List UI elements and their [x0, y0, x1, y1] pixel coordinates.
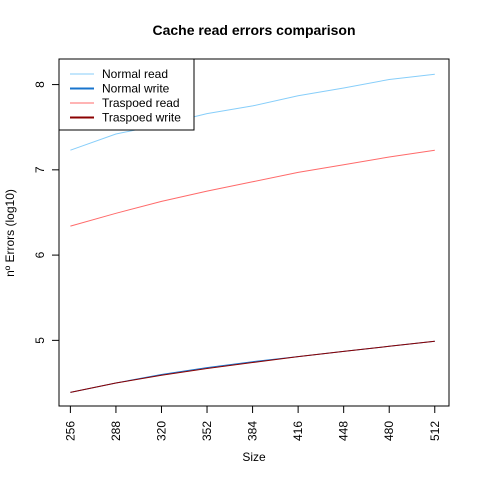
x-tick-label: 512 — [428, 421, 442, 441]
series-line-2 — [70, 149, 435, 227]
x-tick-label: 416 — [291, 421, 305, 441]
y-axis: 5 6 7 8 — [33, 81, 60, 344]
y-axis-label: nº Errors (log10) — [3, 189, 17, 277]
x-tick-label: 384 — [246, 421, 260, 441]
x-axis-label: Size — [242, 450, 266, 464]
x-tick-label: 320 — [154, 421, 168, 441]
y-tick-label: 8 — [33, 81, 47, 88]
x-tick-label: 352 — [200, 421, 214, 441]
series-line-1 — [70, 340, 435, 393]
y-tick-label: 5 — [33, 337, 47, 344]
x-tick-label: 480 — [382, 421, 396, 441]
legend-label: Traspoed write — [102, 111, 181, 125]
series-layer — [70, 73, 435, 393]
x-tick-label: 288 — [109, 421, 123, 441]
legend-label: Normal write — [102, 82, 170, 96]
x-axis: 256 288 320 352 384 416 448 480 512 — [63, 405, 442, 441]
x-tick-label: 256 — [63, 421, 77, 441]
x-tick-label: 448 — [337, 421, 351, 441]
series-line-3 — [70, 340, 435, 393]
legend-label: Normal read — [102, 67, 168, 81]
y-tick-label: 7 — [33, 166, 47, 173]
series-line-0 — [70, 73, 435, 151]
legend-label: Traspoed read — [102, 96, 180, 110]
chart-title: Cache read errors comparison — [152, 22, 355, 38]
y-tick-label: 6 — [33, 251, 47, 258]
